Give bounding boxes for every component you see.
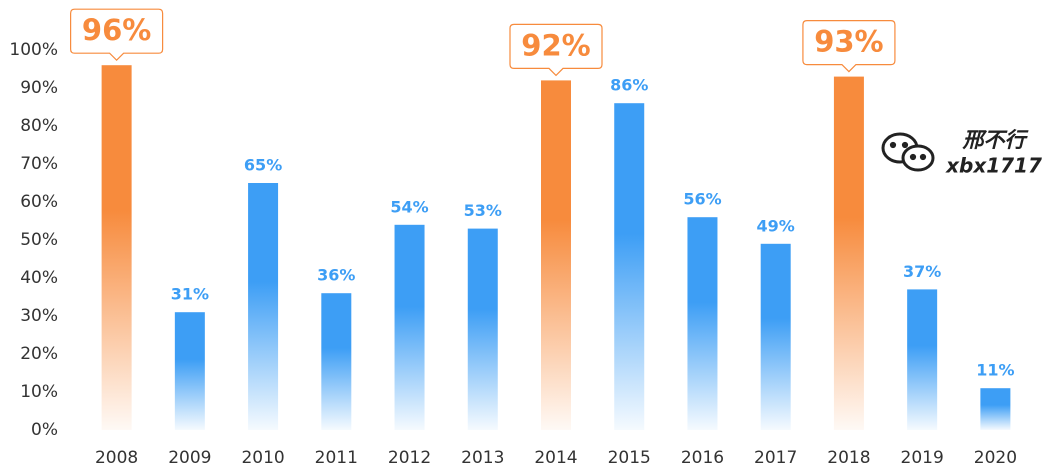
value-label: 96% xyxy=(82,13,151,47)
x-tick-label: 2008 xyxy=(95,448,138,468)
y-tick-label: 70% xyxy=(20,154,58,174)
y-tick-label: 90% xyxy=(20,78,58,98)
y-tick-label: 100% xyxy=(9,40,58,60)
bar xyxy=(101,65,132,430)
bar xyxy=(833,76,864,430)
x-tick-label: 2016 xyxy=(681,448,724,468)
bar xyxy=(394,224,425,430)
x-tick-label: 2012 xyxy=(388,448,431,468)
y-tick-label: 10% xyxy=(20,382,58,402)
x-tick-label: 2018 xyxy=(827,448,870,468)
x-tick-label: 2019 xyxy=(901,448,944,468)
x-tick-label: 2013 xyxy=(461,448,504,468)
x-tick-label: 2017 xyxy=(754,448,797,468)
value-label: 92% xyxy=(521,28,590,62)
value-label: 53% xyxy=(464,201,502,220)
bar xyxy=(467,228,498,430)
x-tick-label: 2015 xyxy=(608,448,651,468)
bar xyxy=(687,217,718,430)
y-tick-label: 40% xyxy=(20,268,58,288)
bar xyxy=(980,388,1011,430)
x-tick-label: 2020 xyxy=(974,448,1017,468)
value-label: 56% xyxy=(683,190,721,209)
value-label: 31% xyxy=(171,285,209,304)
bar xyxy=(541,80,571,431)
value-label: 49% xyxy=(757,216,795,235)
x-tick-label: 2009 xyxy=(168,448,211,468)
callout-box xyxy=(509,23,603,77)
bar xyxy=(174,312,205,430)
callout-box xyxy=(70,8,164,62)
bar xyxy=(321,293,352,430)
y-tick-label: 60% xyxy=(20,192,58,212)
x-tick-label: 2011 xyxy=(315,448,358,468)
wechat-icon xyxy=(881,132,935,172)
bar xyxy=(907,289,938,430)
x-tick-label: 2010 xyxy=(241,448,284,468)
x-tick-label: 2014 xyxy=(534,448,577,468)
bar xyxy=(614,103,645,430)
watermark-name: 邢不行 xyxy=(962,128,1030,152)
bar xyxy=(760,243,791,430)
value-label: 86% xyxy=(610,76,648,95)
y-tick-label: 30% xyxy=(20,306,58,326)
callout-box xyxy=(802,20,896,73)
y-tick-label: 50% xyxy=(20,230,58,250)
bar xyxy=(248,183,279,430)
y-tick-label: 0% xyxy=(31,420,58,440)
y-tick-label: 80% xyxy=(20,116,58,136)
y-tick-label: 20% xyxy=(20,344,58,364)
value-label: 37% xyxy=(903,262,941,281)
value-label: 54% xyxy=(390,197,428,216)
value-label: 11% xyxy=(976,361,1014,380)
value-label: 93% xyxy=(814,25,883,59)
watermark-id: xbx1717 xyxy=(945,154,1042,178)
value-label: 36% xyxy=(317,266,355,285)
value-label: 65% xyxy=(244,156,282,175)
